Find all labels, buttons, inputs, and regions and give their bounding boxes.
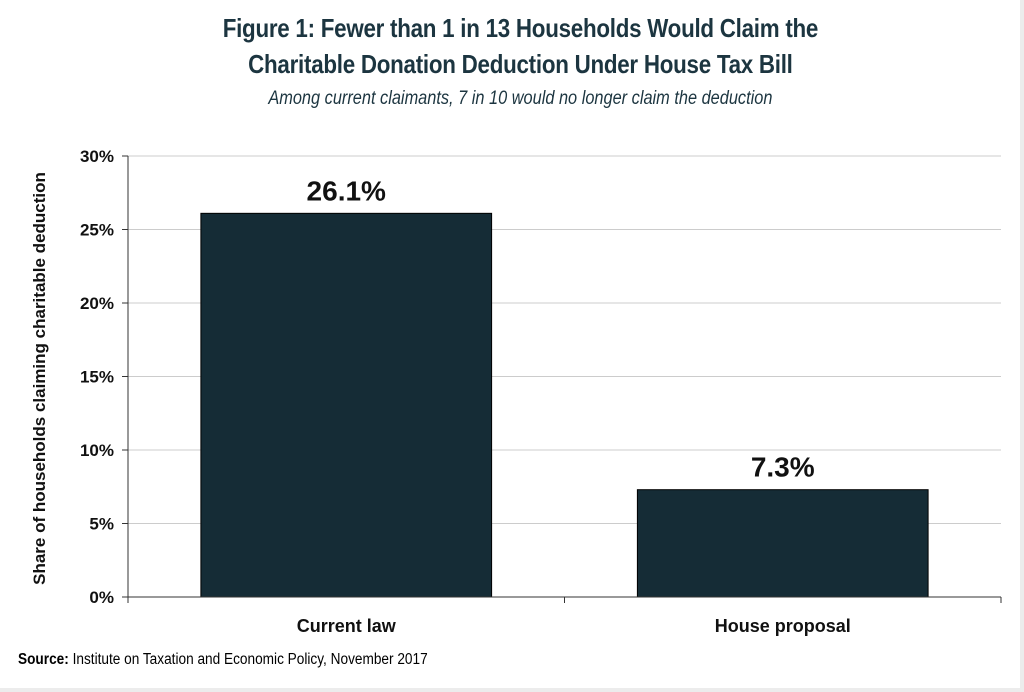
y-tick-label: 20%	[80, 294, 114, 313]
y-tick-label: 25%	[80, 221, 114, 240]
chart-title-line-2: Charitable Donation Deduction Under Hous…	[248, 49, 793, 79]
x-category-label: House proposal	[715, 616, 851, 636]
source-label: Source:	[18, 651, 69, 668]
bar-value-label: 26.1%	[307, 175, 386, 206]
bar	[636, 489, 929, 598]
bar-value-label: 7.3%	[751, 452, 815, 483]
y-axis-title: Share of households claiming charitable …	[30, 172, 49, 585]
y-tick-label: 30%	[80, 147, 114, 166]
axes	[122, 155, 1002, 603]
y-tick-label: 5%	[89, 515, 114, 534]
y-tick-label: 0%	[89, 588, 114, 607]
y-tick-label: 10%	[80, 441, 114, 460]
source-note: Source: Institute on Taxation and Econom…	[18, 651, 428, 669]
y-tick-label: 15%	[80, 368, 114, 387]
bars	[200, 212, 929, 598]
bar	[200, 212, 493, 598]
chart-title-line-1: Figure 1: Fewer than 1 in 13 Households …	[222, 13, 819, 43]
chart-subtitle: Among current claimants, 7 in 10 would n…	[268, 88, 773, 109]
labels: 0% 5% 10% 15% 20% 25% 30% 26.1% Current law 7.3% H…	[30, 147, 851, 636]
x-category-label: Current law	[297, 616, 397, 636]
chart-title: Figure 1: Fewer than 1 in 13 Households …	[80, 10, 961, 82]
source-text: Institute on Taxation and Economic Polic…	[72, 651, 428, 668]
